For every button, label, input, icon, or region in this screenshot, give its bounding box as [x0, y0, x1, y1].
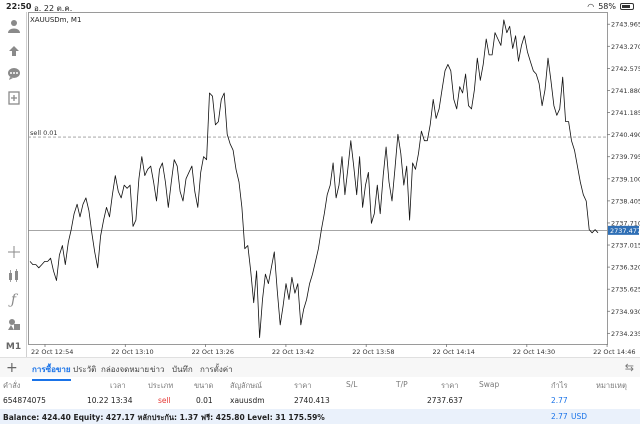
- cell-time: 10.22 13:34: [87, 396, 133, 405]
- objects-icon[interactable]: [4, 314, 23, 333]
- price-series-line: [29, 19, 599, 339]
- add-icon[interactable]: +: [6, 360, 18, 376]
- battery-percent: 58%: [598, 2, 616, 11]
- chart-canvas: 2743.965 2743.270 2742.575 2741.880 2741.185…: [28, 12, 640, 356]
- currency-label: USD: [571, 412, 588, 421]
- header-type: ประเภท: [148, 381, 174, 390]
- header-price: ราคา: [294, 381, 312, 390]
- time-tick-label: 22 Oct 13:10: [111, 348, 153, 356]
- sort-icon[interactable]: ⇆: [624, 361, 634, 374]
- crosshair-icon[interactable]: [4, 242, 23, 261]
- header-sl: S/L: [346, 380, 358, 389]
- cell-volume: 0.01: [196, 396, 213, 405]
- price-tick-label: 2738.405: [611, 197, 640, 205]
- price-tick-label: 2743.270: [611, 43, 640, 51]
- tab-trade[interactable]: การซื้อขาย: [32, 365, 71, 381]
- tab-journal[interactable]: บันทึก: [172, 365, 193, 374]
- header-current-price: ราคา: [441, 381, 459, 390]
- indicators-icon[interactable]: [4, 266, 23, 285]
- table-row[interactable]: 654874075 10.22 13:34 sell 0.01 xauusdm …: [0, 393, 640, 407]
- status-bar: 22:50 อ. 22 ต.ค. ◠ 58%: [0, 0, 640, 13]
- price-tick-label: 2743.965: [611, 21, 640, 29]
- status-time: 22:50: [6, 2, 32, 11]
- new-chart-icon[interactable]: [4, 88, 23, 107]
- price-tick-label: 2737.015: [611, 242, 640, 250]
- price-tick-label: 2739.795: [611, 153, 640, 161]
- total-profit: 2.77: [551, 412, 568, 421]
- battery-icon: [620, 3, 634, 10]
- tab-news[interactable]: ข่าว: [150, 365, 165, 374]
- balance-summary: Balance: 424.40 Equity: 427.17 หลักประกั…: [3, 413, 325, 422]
- time-tick-label: 22 Oct 13:58: [352, 348, 394, 356]
- price-tick-label: 2741.185: [611, 109, 640, 117]
- cell-price: 2740.413: [294, 396, 330, 405]
- header-swap: Swap: [479, 380, 500, 389]
- price-tick-label: 2736.320: [611, 264, 640, 272]
- time-tick-label: 22 Oct 13:26: [192, 348, 234, 356]
- table-header: คำสั่ง เวลา ประเภท ขนาด สัญลักษณ์ ราคา S…: [0, 377, 640, 391]
- plot-frame: [28, 12, 608, 345]
- balance-bar: Balance: 424.40 Equity: 427.17 หลักประกั…: [0, 409, 640, 424]
- cell-symbol: xauusdm: [230, 396, 265, 405]
- cell-current-price: 2737.637: [427, 396, 463, 405]
- time-tick-label: 22 Oct 13:42: [272, 348, 314, 356]
- wifi-icon: ◠: [587, 2, 595, 11]
- cell-profit: 2.77: [551, 396, 568, 405]
- header-time: เวลา: [110, 381, 126, 390]
- chat-icon[interactable]: [4, 64, 23, 83]
- status-date: อ. 22 ต.ค.: [34, 4, 73, 13]
- price-tick-label: 2742.575: [611, 65, 640, 73]
- trade-icon[interactable]: [4, 40, 23, 59]
- symbol-label: XAUUSDm, M1: [30, 16, 82, 24]
- time-tick-label: 22 Oct 14:30: [513, 348, 555, 356]
- price-tick-label: 2734.235: [611, 330, 640, 338]
- price-chart[interactable]: 2743.965 2743.270 2742.575 2741.880 2741.185…: [28, 12, 640, 357]
- price-tick-label: 2741.880: [611, 87, 640, 95]
- header-tp: T/P: [396, 380, 408, 389]
- header-comment: หมายเหตุ: [596, 381, 627, 390]
- tab-settings[interactable]: การตั้งค่า: [200, 365, 233, 374]
- time-tick-label: 22 Oct 14:14: [433, 348, 475, 356]
- tab-mailbox[interactable]: กล่องจดหมาย: [101, 365, 150, 374]
- time-tick-label: 22 Oct 12:54: [31, 348, 73, 356]
- account-icon[interactable]: [4, 16, 23, 35]
- header-order: คำสั่ง: [3, 381, 21, 390]
- status-right: ◠ 58%: [587, 2, 634, 11]
- price-tick-label: 2740.490: [611, 131, 640, 139]
- order-line-label: sell 0.01: [30, 129, 58, 137]
- function-icon[interactable]: ƒ: [10, 291, 17, 308]
- cell-order: 654874075: [3, 396, 46, 405]
- price-tick-label: 2735.625: [611, 286, 640, 294]
- price-tick-label: 2734.930: [611, 308, 640, 316]
- price-tick-label: 2739.100: [611, 175, 640, 183]
- timeframe-label[interactable]: M1: [5, 342, 22, 352]
- price-tick-label: 2737.710: [611, 219, 640, 227]
- time-tick-label: 22 Oct 14:46: [593, 348, 635, 356]
- cell-type: sell: [158, 396, 171, 405]
- current-price-tag: [608, 225, 639, 235]
- left-toolbar: ƒ M1: [0, 12, 27, 357]
- current-price-label: 2737.477: [610, 227, 640, 235]
- tab-history[interactable]: ประวัติ: [73, 365, 97, 374]
- header-profit: กำไร: [551, 381, 568, 390]
- header-volume: ขนาด: [194, 381, 214, 390]
- header-symbol: สัญลักษณ์: [230, 381, 263, 390]
- tab-bar: + การซื้อขาย ประวัติ กล่องจดหมาย ข่าว บั…: [0, 357, 640, 381]
